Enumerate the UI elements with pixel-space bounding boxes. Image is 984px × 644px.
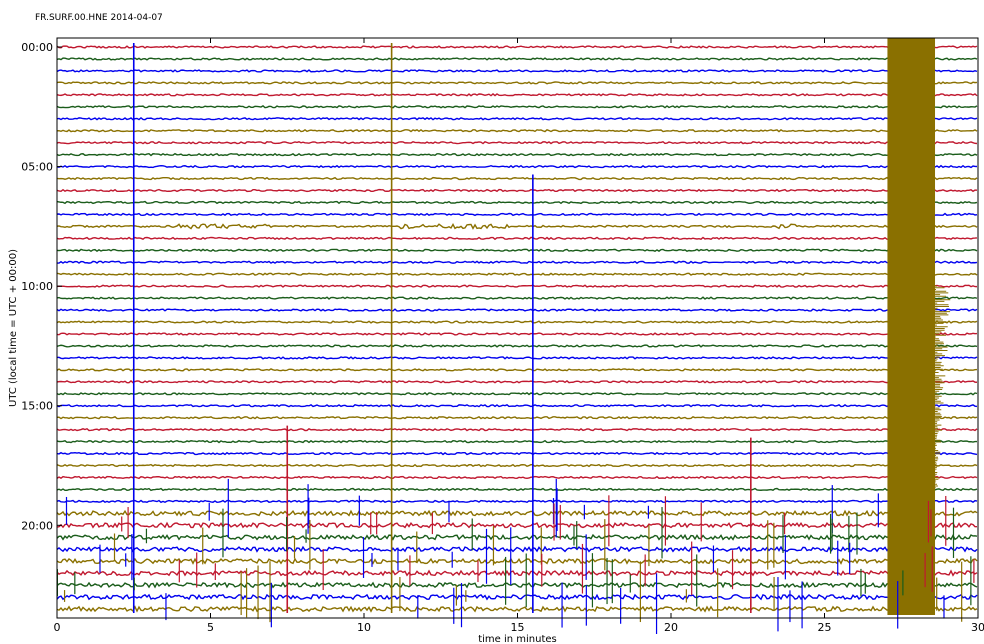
trace-line — [56, 93, 978, 97]
x-tick-label: 15 — [511, 621, 525, 634]
trace-line — [56, 451, 978, 456]
trace-line — [56, 368, 978, 372]
trace-line — [56, 164, 978, 169]
trace-line — [56, 272, 978, 276]
y-tick-label: 05:00 — [21, 161, 53, 174]
trace-line — [56, 439, 978, 444]
event-mark — [887, 38, 936, 615]
event-group — [56, 38, 975, 635]
trace-line — [56, 200, 978, 205]
y-tick-label: 00:00 — [21, 41, 53, 54]
trace-line — [56, 581, 978, 589]
plot-frame — [56, 37, 979, 619]
trace-line — [56, 57, 978, 61]
chart-title: FR.SURF.00.HNE 2014-04-07 — [35, 13, 163, 23]
trace-line — [56, 427, 978, 432]
x-tick-label: 10 — [357, 621, 371, 634]
trace-line — [56, 152, 978, 157]
trace-line — [56, 392, 978, 396]
trace-line — [56, 236, 978, 241]
trace-line — [56, 104, 978, 109]
trace-line — [56, 332, 978, 336]
x-tick-label: 5 — [207, 621, 214, 634]
trace-line — [56, 81, 978, 85]
trace-line — [56, 69, 978, 73]
trace-line — [56, 212, 978, 217]
trace-line — [56, 248, 978, 253]
x-tick-label: 25 — [818, 621, 832, 634]
x-tick-label: 30 — [971, 621, 984, 634]
trace-line — [56, 284, 978, 288]
trace-line — [56, 308, 978, 312]
y-tick-label: 15:00 — [21, 400, 53, 413]
trace-line — [56, 140, 978, 145]
trace-line — [56, 499, 978, 504]
trace-line — [56, 605, 978, 613]
trace-line — [56, 222, 978, 230]
trace-line — [56, 320, 978, 324]
trace-line — [56, 415, 978, 420]
trace-line — [56, 557, 978, 565]
trace-line — [56, 176, 978, 181]
x-tick-label: 20 — [664, 621, 678, 634]
x-axis-label: time in minutes — [478, 634, 557, 644]
trace-line — [56, 521, 978, 529]
trace-line — [56, 296, 978, 300]
trace-line — [56, 475, 978, 480]
trace-line — [56, 463, 978, 468]
trace-line — [56, 569, 978, 577]
trace-line — [56, 487, 978, 492]
y-axis: 00:00 05:00 10:00 15:00 20:00 — [21, 41, 62, 532]
trace-line — [56, 45, 978, 49]
trace-line — [56, 380, 978, 384]
trace-line — [56, 593, 978, 601]
trace-line — [56, 260, 978, 264]
trace-line — [56, 533, 978, 541]
trace-group — [56, 45, 978, 613]
trace-line — [56, 509, 978, 517]
trace-line — [56, 404, 978, 408]
y-tick-label: 20:00 — [21, 519, 53, 532]
trace-line — [56, 128, 978, 133]
y-axis-label: UTC (local time = UTC + 00:00) — [8, 249, 19, 407]
x-tick-label: 0 — [54, 621, 61, 634]
trace-line — [56, 545, 978, 553]
trace-line — [56, 356, 978, 360]
trace-line — [56, 116, 978, 121]
trace-line — [56, 188, 978, 193]
event-coda — [935, 285, 951, 489]
y-tick-label: 10:00 — [21, 280, 53, 293]
trace-line — [56, 344, 978, 348]
x-axis: 0 5 10 15 20 25 30 — [54, 38, 984, 634]
